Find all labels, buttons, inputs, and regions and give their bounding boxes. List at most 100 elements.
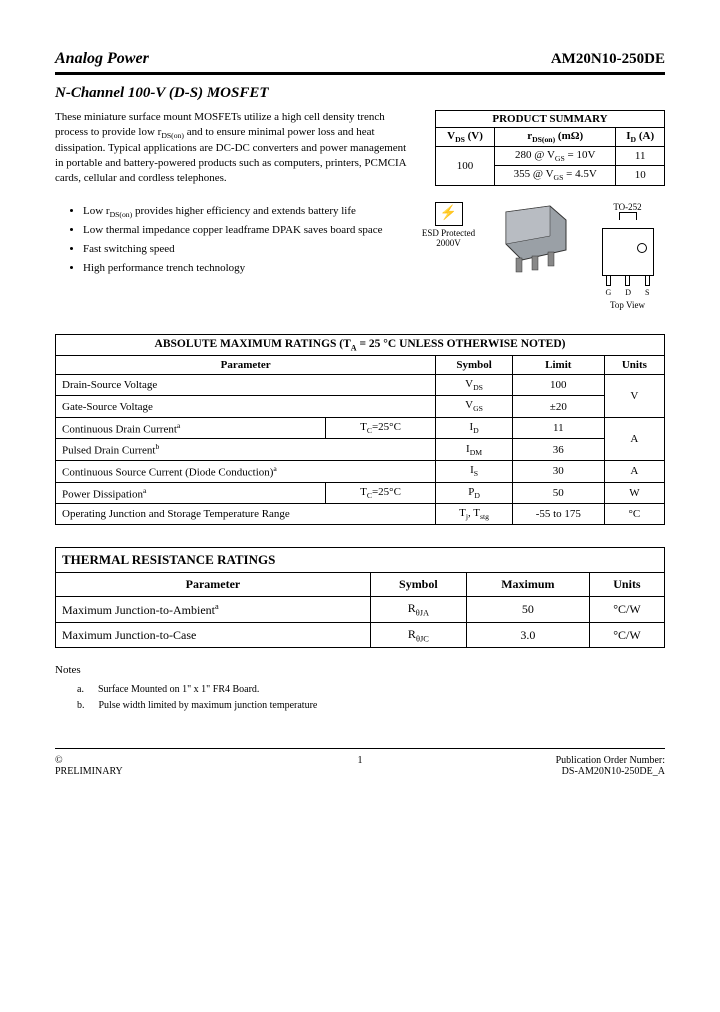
feature-item: Low rDS(on) provides higher efficiency a… [83, 202, 415, 221]
note-text: Surface Mounted on 1" x 1" FR4 Board. [98, 682, 259, 698]
pin [625, 276, 630, 286]
thermal-max: 50 [466, 597, 589, 622]
esd-badge: ⚡ ESD Protected 2000V [421, 202, 476, 248]
abs-sym: IDM [436, 439, 513, 461]
abs-param: Pulsed Drain Currentb [56, 439, 436, 461]
product-summary-table: PRODUCT SUMMARY VDS (V) rDS(on) (mΩ) ID … [435, 110, 665, 186]
package-images: ⚡ ESD Protected 2000V TO-252 [415, 202, 665, 310]
abs-unit: V [604, 375, 664, 417]
summary-col-rds: rDS(on) (mΩ) [495, 128, 616, 147]
note-item: b. Pulse width limited by maximum juncti… [77, 698, 665, 714]
esd-icon: ⚡ [435, 202, 463, 226]
thermal-sym: RθJA [370, 597, 466, 622]
page-footer: © PRELIMINARY 1 Publication Order Number… [55, 755, 665, 777]
page-header: Analog Power AM20N10-250DE [55, 50, 665, 68]
abs-col-symbol: Symbol [436, 356, 513, 375]
note-text: Pulse width limited by maximum junction … [99, 698, 318, 714]
abs-unit: A [604, 460, 664, 482]
absolute-maximum-ratings-table: ABSOLUTE MAXIMUM RATINGS (TA = 25 °C UNL… [55, 334, 665, 525]
abs-cond: TC=25°C [325, 482, 436, 504]
abs-sym: VDS [436, 375, 513, 396]
abs-param: Drain-Source Voltage [56, 375, 436, 396]
note-key: a. [77, 682, 84, 698]
copyright: © [55, 755, 123, 766]
features-section: Low rDS(on) provides higher efficiency a… [55, 202, 665, 310]
abs-limit: 30 [512, 460, 604, 482]
abs-limit: -55 to 175 [512, 504, 604, 525]
abs-sym: IS [436, 460, 513, 482]
topview-label: Top View [590, 300, 665, 310]
thermal-param: Maximum Junction-to-Ambienta [56, 597, 371, 622]
abs-param: Continuous Drain Currenta [56, 417, 326, 439]
thermal-unit: °C/W [589, 597, 664, 622]
abs-param: Operating Junction and Storage Temperatu… [56, 504, 436, 525]
pub-order-label: Publication Order Number: [556, 755, 665, 766]
abs-cond: TC=25°C [325, 417, 436, 439]
abs-limit: 36 [512, 439, 604, 461]
package-outline: TO-252 G D S Top View [590, 202, 665, 310]
pin [606, 276, 611, 286]
thermal-unit: °C/W [589, 622, 664, 647]
summary-vds: 100 [436, 147, 495, 185]
page-title: N-Channel 100-V (D-S) MOSFET [55, 85, 665, 102]
preliminary-label: PRELIMINARY [55, 766, 123, 777]
thermal-max: 3.0 [466, 622, 589, 647]
thermal-col-max: Maximum [466, 573, 589, 597]
abs-sym: PD [436, 482, 513, 504]
abs-param: Gate-Source Voltage [56, 396, 436, 417]
thermal-col-param: Parameter [56, 573, 371, 597]
package-pins [606, 276, 650, 286]
footer-left: © PRELIMINARY [55, 755, 123, 777]
feature-item: High performance trench technology [83, 259, 415, 278]
feature-list: Low rDS(on) provides higher efficiency a… [55, 202, 415, 277]
summary-col-id: ID (A) [616, 128, 665, 147]
footer-right: Publication Order Number: DS-AM20N10-250… [556, 755, 665, 777]
footer-rule [55, 748, 665, 749]
pin-labels: G D S [606, 288, 650, 297]
summary-id-0: 11 [616, 147, 665, 166]
thermal-param: Maximum Junction-to-Case [56, 622, 371, 647]
summary-id-1: 10 [616, 166, 665, 185]
feature-item: Fast switching speed [83, 240, 415, 259]
abs-limit: 11 [512, 417, 604, 439]
abs-sym: ID [436, 417, 513, 439]
abs-unit: A [604, 417, 664, 460]
summary-col-vds: VDS (V) [436, 128, 495, 147]
abs-limit: ±20 [512, 396, 604, 417]
intro-section: These miniature surface mount MOSFETs ut… [55, 110, 665, 186]
header-rule [55, 72, 665, 75]
abs-col-param: Parameter [56, 356, 436, 375]
page-number: 1 [358, 755, 363, 766]
notes-list: a. Surface Mounted on 1" x 1" FR4 Board.… [55, 682, 665, 714]
esd-label2: 2000V [421, 238, 476, 248]
company-name: Analog Power [55, 50, 149, 68]
abs-limit: 100 [512, 375, 604, 396]
notes-heading: Notes [55, 664, 665, 676]
package-body [602, 228, 654, 276]
summary-rds-1: 355 @ VGS = 4.5V [495, 166, 616, 185]
pin [645, 276, 650, 286]
package-tab [619, 212, 637, 220]
description-text: These miniature surface mount MOSFETs ut… [55, 110, 417, 186]
pub-order-number: DS-AM20N10-250DE_A [556, 766, 665, 777]
pin-s: S [645, 288, 649, 297]
summary-title: PRODUCT SUMMARY [436, 111, 665, 128]
thermal-title: THERMAL RESISTANCE RATINGS [56, 548, 665, 573]
notes-section: Notes a. Surface Mounted on 1" x 1" FR4 … [55, 664, 665, 714]
abs-title: ABSOLUTE MAXIMUM RATINGS (TA = 25 °C UNL… [56, 334, 665, 355]
summary-rds-0: 280 @ VGS = 10V [495, 147, 616, 166]
thermal-col-units: Units [589, 573, 664, 597]
abs-col-limit: Limit [512, 356, 604, 375]
abs-sym: Tj, Tstg [436, 504, 513, 525]
note-item: a. Surface Mounted on 1" x 1" FR4 Board. [77, 682, 665, 698]
package-type-label: TO-252 [590, 202, 665, 212]
abs-unit: W [604, 482, 664, 504]
pin-g: G [606, 288, 612, 297]
abs-limit: 50 [512, 482, 604, 504]
thermal-sym: RθJC [370, 622, 466, 647]
note-key: b. [77, 698, 85, 714]
package-marker [637, 243, 647, 253]
pin-d: D [625, 288, 631, 297]
abs-unit: °C [604, 504, 664, 525]
thermal-resistance-table: THERMAL RESISTANCE RATINGS Parameter Sym… [55, 547, 665, 648]
